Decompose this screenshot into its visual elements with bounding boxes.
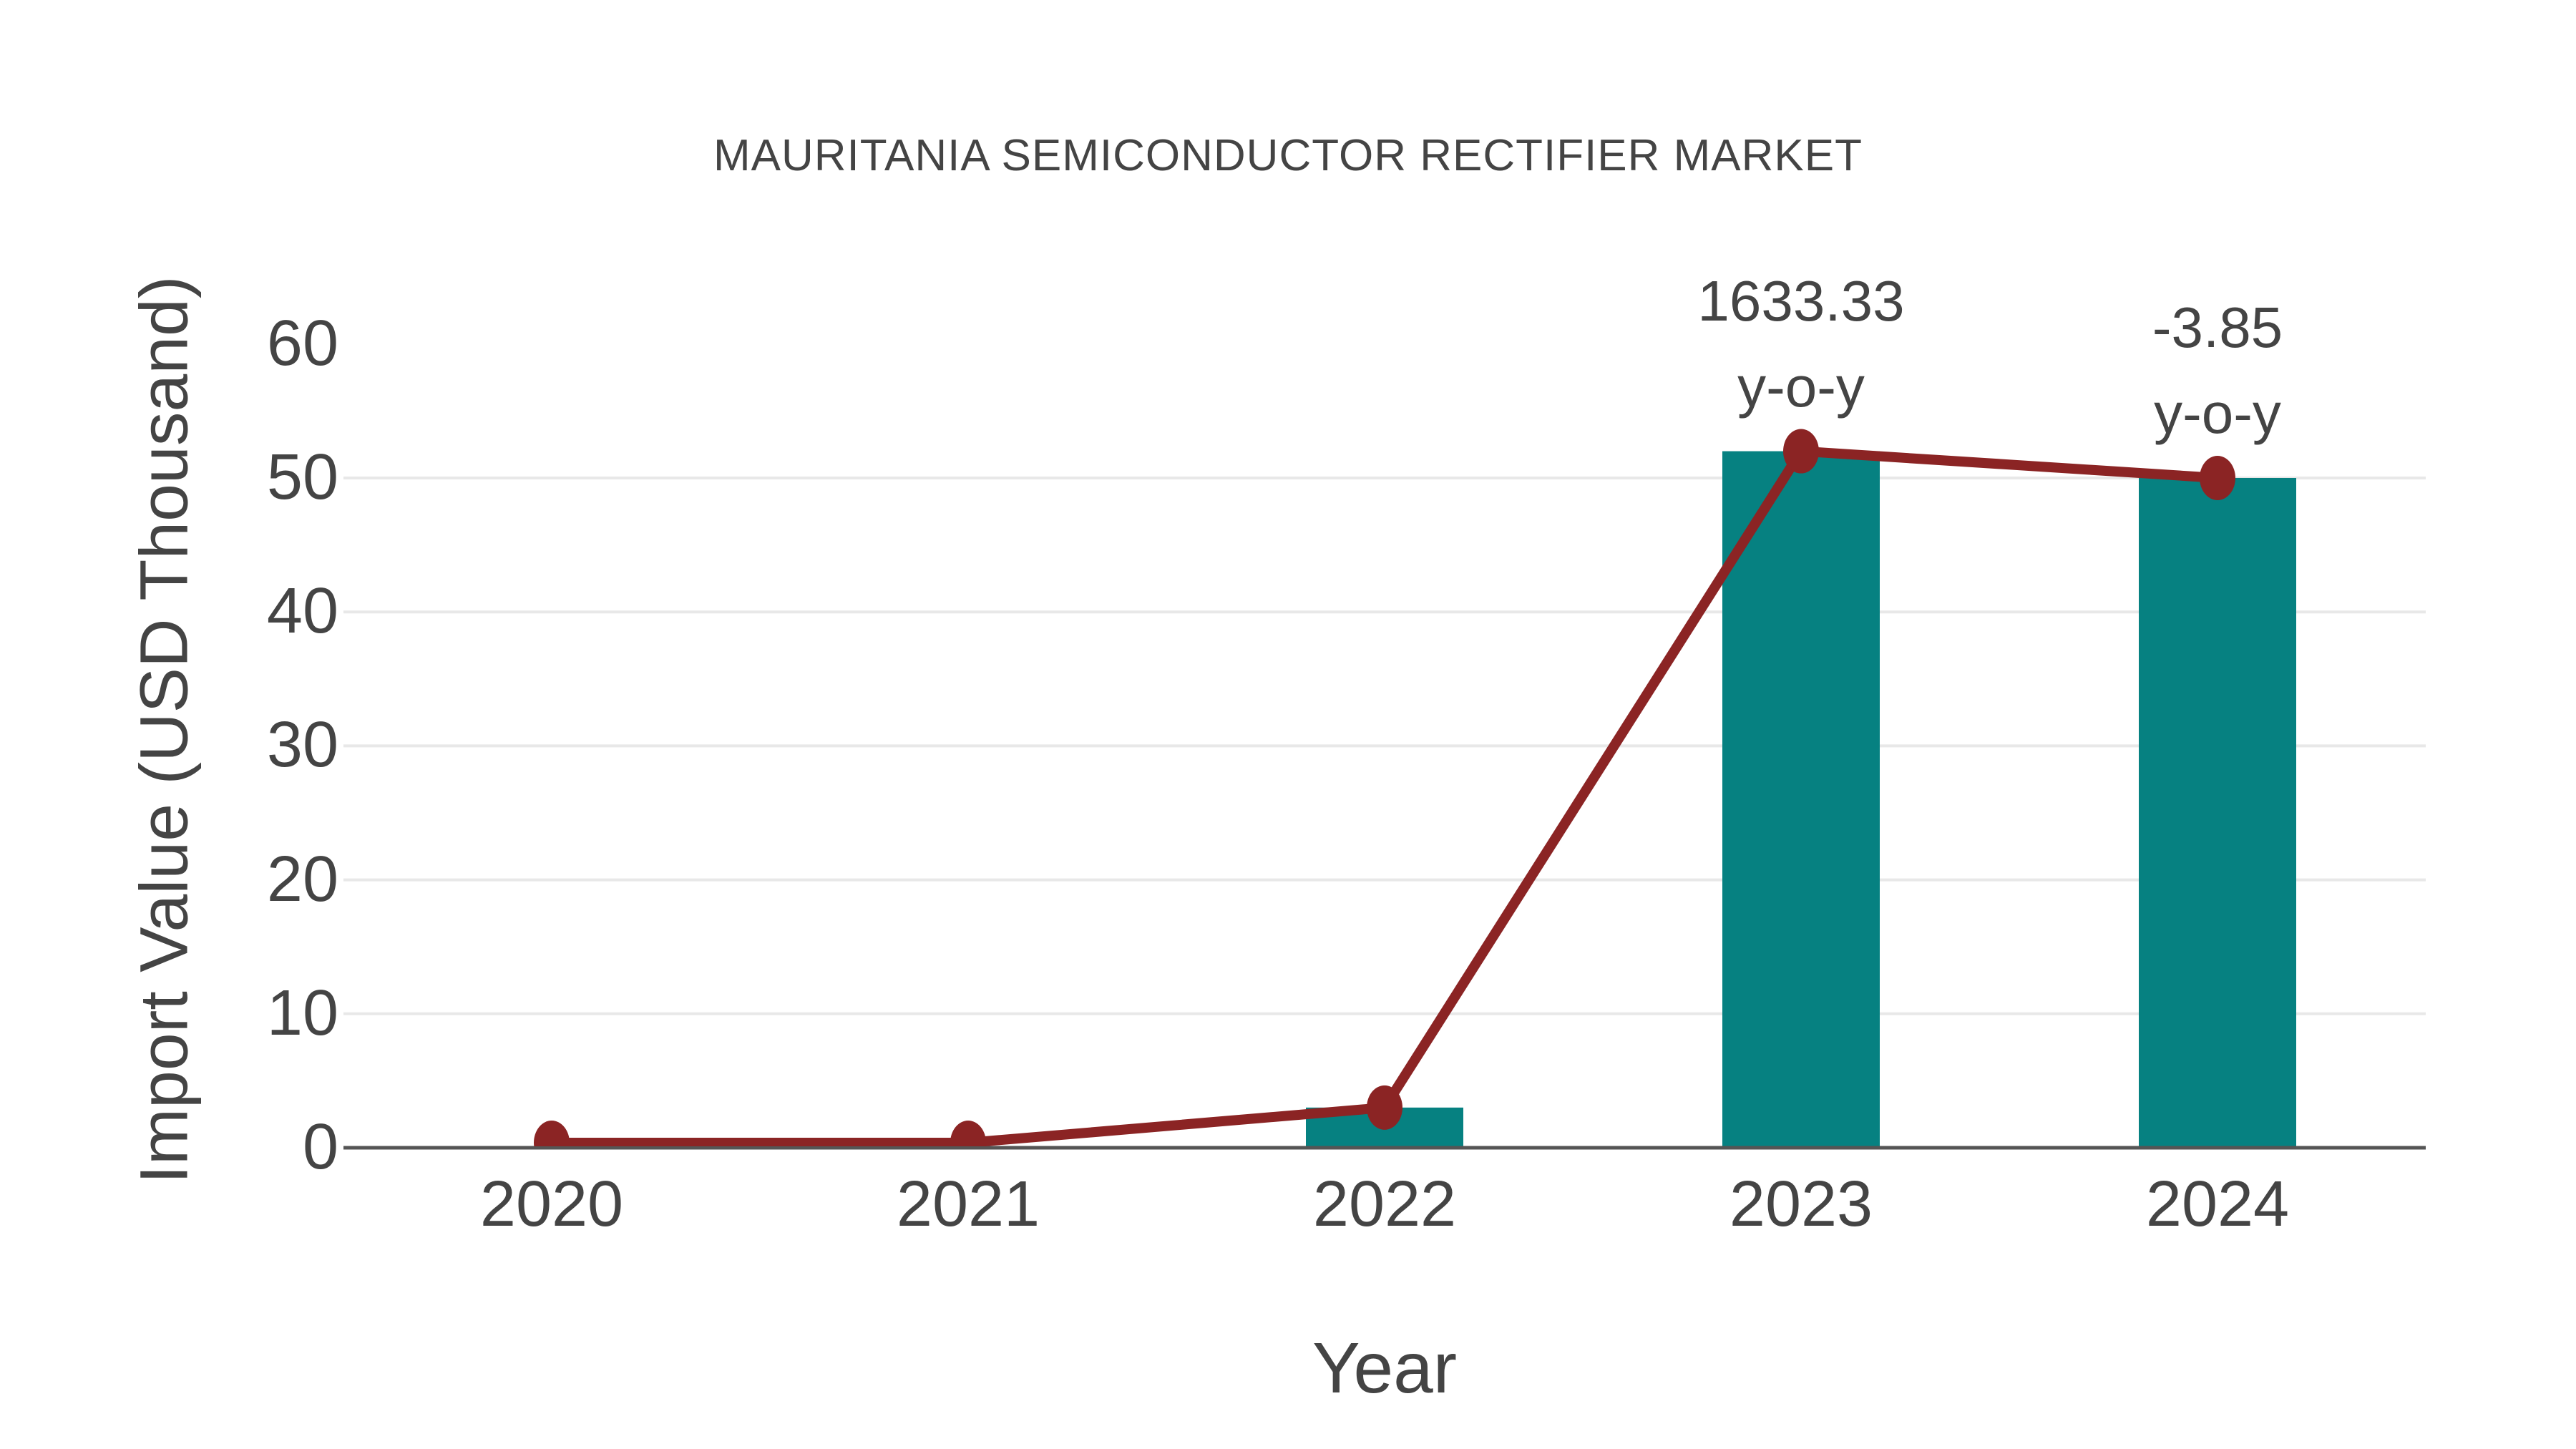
y-tick-label-60: 60 [266, 307, 338, 379]
marker-2024 [2200, 456, 2235, 500]
bar-2023 [1722, 451, 1880, 1148]
x-tick-label-2024: 2024 [2145, 1169, 2290, 1240]
y-tick-label-30: 30 [266, 709, 338, 781]
y-tick-label-20: 20 [266, 843, 338, 915]
x-axis-title: Year [1312, 1328, 1458, 1408]
annotation-2023: 1633.33 y-o-y [1697, 258, 1904, 430]
x-tick-label-2020: 2020 [479, 1169, 624, 1240]
marker-2021 [950, 1121, 986, 1146]
x-tick-label-2023: 2023 [1729, 1169, 1873, 1240]
y-tick-label-40: 40 [266, 575, 338, 648]
y-tick-label-50: 50 [266, 441, 338, 513]
x-tick-label-2022: 2022 [1312, 1169, 1457, 1240]
annotation-2023-line-2: y-o-y [1737, 354, 1865, 419]
marker-2020 [534, 1121, 570, 1146]
trend-line [547, 446, 2223, 1146]
annotation-2023-line-1: 1633.33 [1697, 268, 1905, 333]
marker-2022 [1367, 1085, 1402, 1130]
annotation-2024: -3.85 y-o-y [2152, 285, 2283, 457]
annotation-2024-line-1: -3.85 [2152, 296, 2283, 359]
y-tick-label-0: 0 [302, 1111, 338, 1183]
bar-2024 [2139, 478, 2296, 1148]
chart-title: MAURITANIA SEMICONDUCTOR RECTIFIER MARKE… [713, 131, 1863, 180]
annotation-2024-line-2: y-o-y [2154, 381, 2281, 445]
x-tick-label-2021: 2021 [896, 1169, 1040, 1240]
y-tick-label-10: 10 [266, 977, 338, 1049]
marker-2023 [1783, 429, 1819, 474]
